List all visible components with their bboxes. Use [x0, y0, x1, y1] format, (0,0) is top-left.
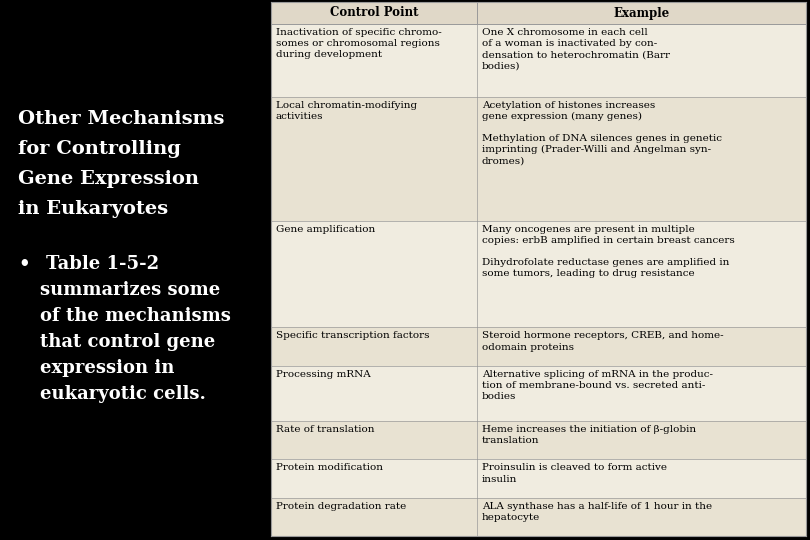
- Bar: [271, 220, 806, 327]
- Text: Example: Example: [613, 6, 670, 19]
- Bar: [271, 327, 806, 366]
- Bar: [271, 97, 806, 220]
- Bar: [271, 498, 806, 536]
- Text: •: •: [18, 255, 30, 273]
- Text: summarizes some: summarizes some: [40, 281, 220, 299]
- Text: Heme increases the initiation of β-globin
translation: Heme increases the initiation of β-globi…: [482, 425, 696, 446]
- Text: Steroid hormone receptors, CREB, and home-
odomain proteins: Steroid hormone receptors, CREB, and hom…: [482, 332, 723, 352]
- Text: Many oncogenes are present in multiple
copies: erbB amplified in certain breast : Many oncogenes are present in multiple c…: [482, 225, 735, 278]
- Bar: [271, 366, 806, 421]
- Text: Proinsulin is cleaved to form active
insulin: Proinsulin is cleaved to form active ins…: [482, 463, 667, 483]
- Text: eukaryotic cells.: eukaryotic cells.: [40, 385, 206, 403]
- Text: Alternative splicing of mRNA in the produc-
tion of membrane-bound vs. secreted : Alternative splicing of mRNA in the prod…: [482, 370, 713, 401]
- Bar: [271, 460, 806, 498]
- Text: Control Point: Control Point: [330, 6, 418, 19]
- Text: in Eukaryotes: in Eukaryotes: [18, 200, 168, 218]
- Text: Protein degradation rate: Protein degradation rate: [276, 502, 406, 511]
- Text: Processing mRNA: Processing mRNA: [276, 370, 371, 379]
- Bar: [271, 2, 806, 24]
- Bar: [271, 421, 806, 460]
- Text: Rate of translation: Rate of translation: [276, 425, 374, 434]
- Text: Gene amplification: Gene amplification: [276, 225, 375, 234]
- Text: One X chromosome in each cell
of a woman is inactivated by con-
densation to het: One X chromosome in each cell of a woman…: [482, 28, 670, 70]
- Text: Specific transcription factors: Specific transcription factors: [276, 332, 429, 340]
- Bar: [271, 24, 806, 97]
- Text: Acetylation of histones increases
gene expression (many genes)

Methylation of D: Acetylation of histones increases gene e…: [482, 100, 722, 165]
- Text: Other Mechanisms: Other Mechanisms: [18, 110, 224, 128]
- Text: Inactivation of specific chromo-
somes or chromosomal regions
during development: Inactivation of specific chromo- somes o…: [276, 28, 441, 59]
- Text: that control gene: that control gene: [40, 333, 215, 351]
- Bar: [271, 2, 806, 536]
- Text: ALA synthase has a half-life of 1 hour in the
hepatocyte: ALA synthase has a half-life of 1 hour i…: [482, 502, 712, 522]
- Text: Table 1-5-2: Table 1-5-2: [46, 255, 159, 273]
- Text: Protein modification: Protein modification: [276, 463, 383, 472]
- Text: for Controlling: for Controlling: [18, 140, 181, 158]
- Text: of the mechanisms: of the mechanisms: [40, 307, 231, 325]
- Text: Local chromatin-modifying
activities: Local chromatin-modifying activities: [276, 100, 417, 120]
- Text: Gene Expression: Gene Expression: [18, 170, 199, 188]
- Text: expression in: expression in: [40, 359, 174, 377]
